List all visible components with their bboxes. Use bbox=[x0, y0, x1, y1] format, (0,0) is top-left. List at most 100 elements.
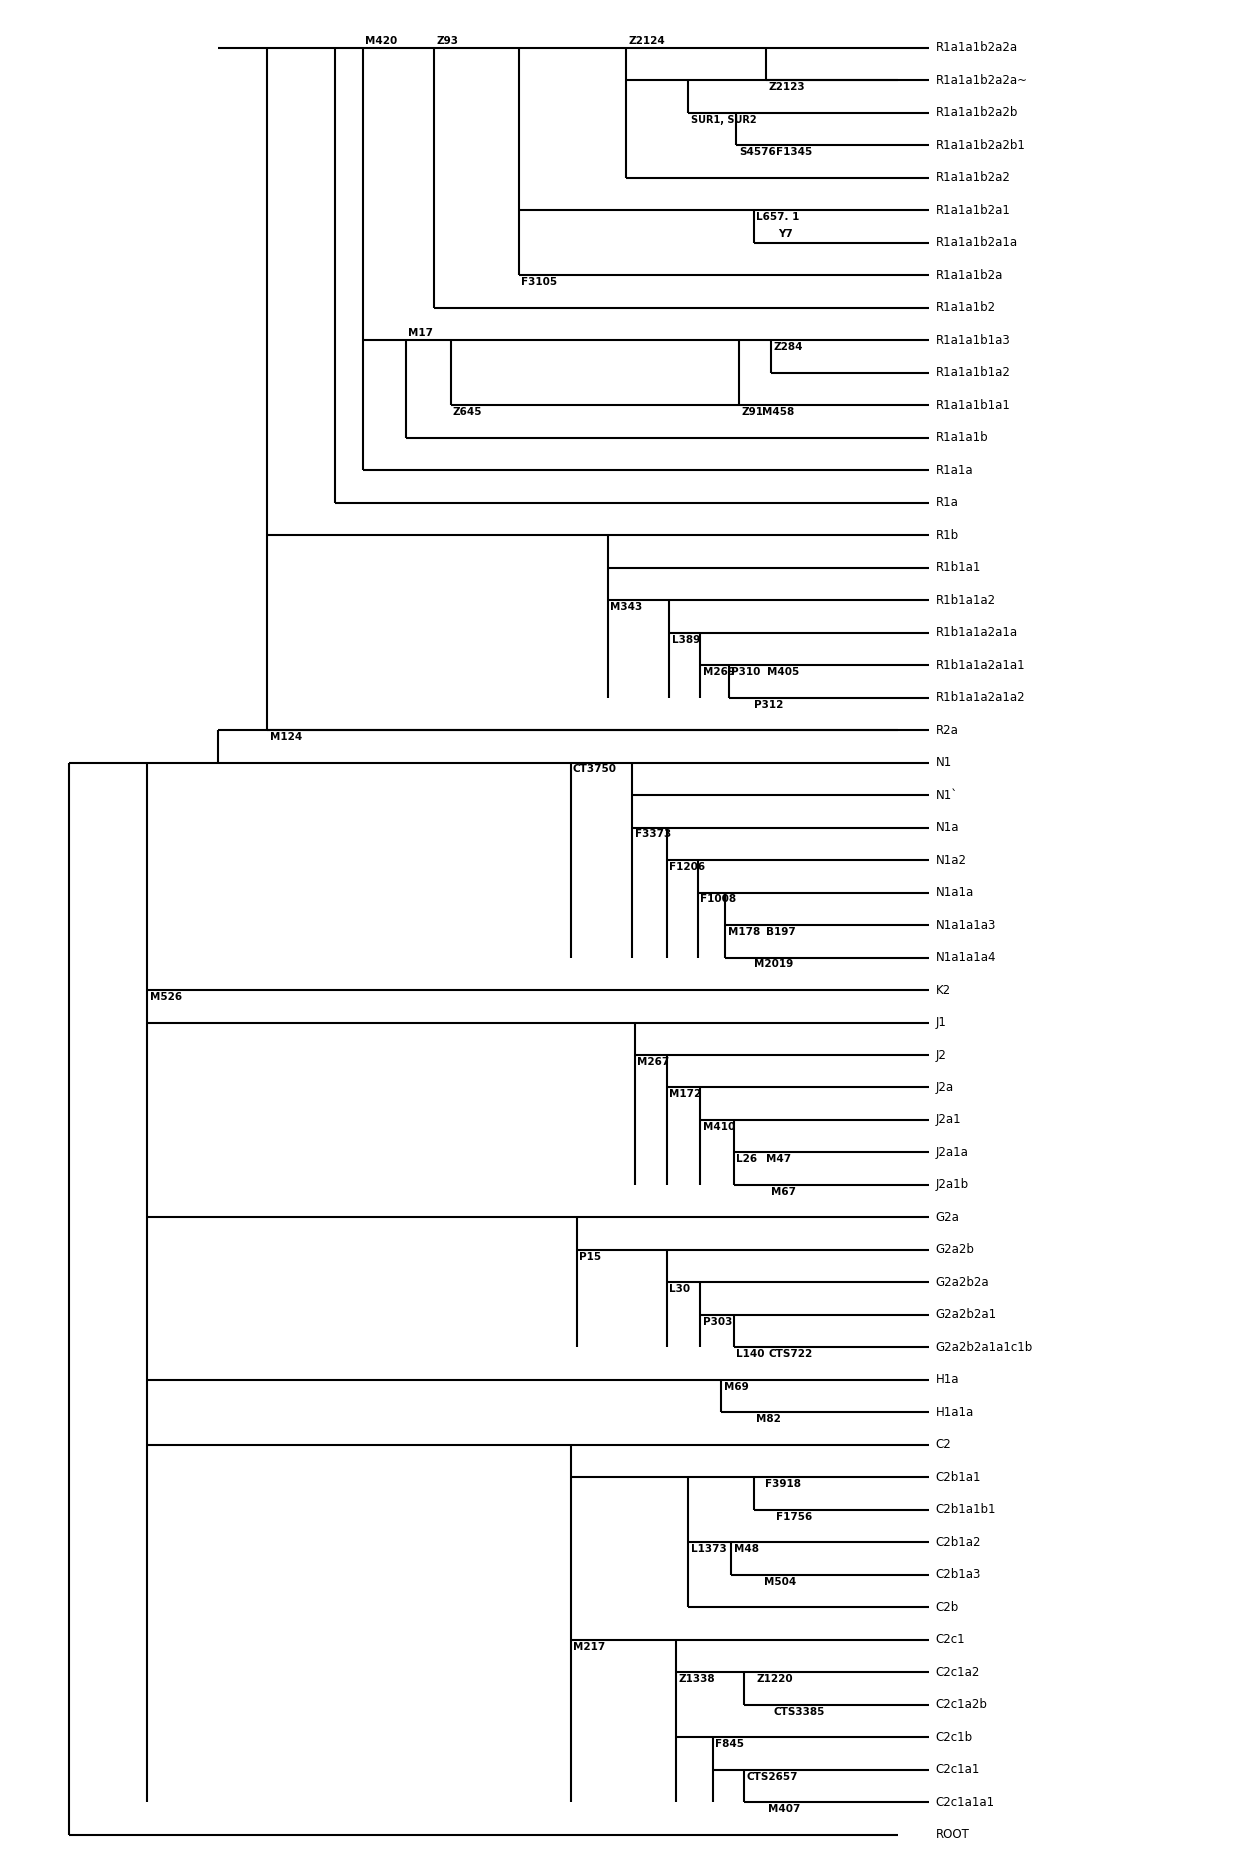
Text: G2a2b2a1a1c1b: G2a2b2a1a1c1b bbox=[935, 1340, 1033, 1353]
Text: L1373: L1373 bbox=[691, 1543, 727, 1555]
Text: J2a1: J2a1 bbox=[935, 1113, 961, 1126]
Text: Z93: Z93 bbox=[436, 35, 459, 47]
Text: C2b1a1b1: C2b1a1b1 bbox=[935, 1504, 996, 1515]
Text: R1b1a1a2: R1b1a1a2 bbox=[935, 595, 996, 606]
Text: M69: M69 bbox=[724, 1381, 749, 1392]
Text: R1a1a1b2: R1a1a1b2 bbox=[935, 302, 996, 315]
Text: M48: M48 bbox=[734, 1543, 759, 1555]
Text: M405: M405 bbox=[768, 667, 800, 677]
Text: CT3750: CT3750 bbox=[573, 764, 618, 774]
Text: J1: J1 bbox=[935, 1016, 946, 1029]
Text: F845: F845 bbox=[715, 1739, 744, 1748]
Text: M269: M269 bbox=[703, 667, 735, 677]
Text: N1: N1 bbox=[935, 757, 952, 770]
Text: S4576: S4576 bbox=[739, 147, 775, 157]
Text: R1a1a: R1a1a bbox=[935, 464, 973, 477]
Text: R1b1a1: R1b1a1 bbox=[935, 561, 981, 574]
Text: M82: M82 bbox=[756, 1415, 781, 1424]
Text: C2c1a2: C2c1a2 bbox=[935, 1666, 980, 1679]
Text: M407: M407 bbox=[769, 1804, 801, 1814]
Text: Z645: Z645 bbox=[453, 406, 482, 418]
Text: C2b: C2b bbox=[935, 1601, 959, 1614]
Text: N1a2: N1a2 bbox=[935, 854, 966, 867]
Text: R1a1a1b2a2b: R1a1a1b2a2b bbox=[935, 106, 1018, 119]
Text: CTS2657: CTS2657 bbox=[746, 1771, 797, 1782]
Text: M67: M67 bbox=[771, 1187, 796, 1197]
Text: N1a: N1a bbox=[935, 822, 959, 833]
Text: F1206: F1206 bbox=[670, 861, 706, 872]
Text: M47: M47 bbox=[766, 1154, 791, 1165]
Text: J2a: J2a bbox=[935, 1081, 954, 1094]
Text: H1a: H1a bbox=[935, 1374, 959, 1387]
Text: Z1338: Z1338 bbox=[678, 1674, 714, 1683]
Text: G2a: G2a bbox=[935, 1212, 960, 1225]
Text: C2c1a1: C2c1a1 bbox=[935, 1763, 980, 1776]
Text: ROOT: ROOT bbox=[935, 1829, 970, 1842]
Text: J2: J2 bbox=[935, 1049, 946, 1061]
Text: SUR1, SUR2: SUR1, SUR2 bbox=[691, 116, 756, 125]
Text: Y7: Y7 bbox=[779, 229, 794, 239]
Text: R1b1a1a2a1a: R1b1a1a2a1a bbox=[935, 626, 1018, 639]
Text: Z91: Z91 bbox=[742, 406, 764, 418]
Text: F3918: F3918 bbox=[765, 1480, 801, 1489]
Text: CTS722: CTS722 bbox=[769, 1350, 812, 1359]
Text: M2019: M2019 bbox=[754, 960, 792, 969]
Text: M410: M410 bbox=[703, 1122, 735, 1131]
Text: B197: B197 bbox=[766, 926, 796, 938]
Text: R1a1a1b2a2b1: R1a1a1b2a2b1 bbox=[935, 140, 1025, 151]
Text: C2b1a3: C2b1a3 bbox=[935, 1568, 981, 1581]
Text: CTS3385: CTS3385 bbox=[774, 1707, 825, 1717]
Text: P312: P312 bbox=[754, 699, 782, 710]
Text: J2a1b: J2a1b bbox=[935, 1178, 968, 1191]
Text: R1b1a1a2a1a1: R1b1a1a2a1a1 bbox=[935, 658, 1025, 671]
Text: R1a1a1b2a: R1a1a1b2a bbox=[935, 268, 1003, 281]
Text: J2a1a: J2a1a bbox=[935, 1146, 968, 1159]
Text: L657. 1: L657. 1 bbox=[756, 212, 800, 222]
Text: R1b: R1b bbox=[935, 529, 959, 542]
Text: F1756: F1756 bbox=[776, 1512, 812, 1521]
Text: M504: M504 bbox=[764, 1577, 796, 1586]
Text: C2c1a2b: C2c1a2b bbox=[935, 1698, 987, 1711]
Text: R1a1a1b1a2: R1a1a1b1a2 bbox=[935, 367, 1011, 378]
Text: F3373: F3373 bbox=[635, 829, 671, 839]
Text: M172: M172 bbox=[670, 1089, 702, 1100]
Text: L389: L389 bbox=[672, 634, 701, 645]
Text: M17: M17 bbox=[408, 328, 434, 339]
Text: L140: L140 bbox=[737, 1350, 765, 1359]
Text: P310: P310 bbox=[732, 667, 760, 677]
Text: Z2123: Z2123 bbox=[769, 82, 805, 91]
Text: C2c1: C2c1 bbox=[935, 1633, 965, 1646]
Text: M124: M124 bbox=[270, 733, 303, 742]
Text: C2c1a1a1: C2c1a1a1 bbox=[935, 1795, 994, 1808]
Text: R1a1a1b: R1a1a1b bbox=[935, 431, 988, 444]
Text: G2a2b2a: G2a2b2a bbox=[935, 1277, 990, 1288]
Text: R1a1a1b1a1: R1a1a1b1a1 bbox=[935, 399, 1011, 412]
Text: K2: K2 bbox=[935, 984, 951, 997]
Text: M267: M267 bbox=[637, 1057, 670, 1066]
Text: R1a1a1b2a1a: R1a1a1b2a1a bbox=[935, 237, 1018, 250]
Text: Z2124: Z2124 bbox=[629, 35, 666, 47]
Text: F1345: F1345 bbox=[776, 147, 812, 157]
Text: Z284: Z284 bbox=[774, 343, 804, 352]
Text: N1a1a: N1a1a bbox=[935, 885, 973, 898]
Text: F1008: F1008 bbox=[701, 895, 737, 904]
Text: R1a1a1b1a3: R1a1a1b1a3 bbox=[935, 334, 1011, 347]
Text: R1a: R1a bbox=[935, 496, 959, 509]
Text: Z1220: Z1220 bbox=[756, 1674, 792, 1683]
Text: N1`: N1` bbox=[935, 788, 957, 802]
Text: M178: M178 bbox=[728, 926, 760, 938]
Text: M526: M526 bbox=[150, 992, 182, 1001]
Text: N1a1a1a4: N1a1a1a4 bbox=[935, 951, 996, 964]
Text: M217: M217 bbox=[573, 1642, 605, 1652]
Text: C2b1a1: C2b1a1 bbox=[935, 1471, 981, 1484]
Text: R1b1a1a2a1a2: R1b1a1a2a1a2 bbox=[935, 692, 1025, 705]
Text: H1a1a: H1a1a bbox=[935, 1405, 973, 1419]
Text: M420: M420 bbox=[365, 35, 397, 47]
Text: C2b1a2: C2b1a2 bbox=[935, 1536, 981, 1549]
Text: L30: L30 bbox=[670, 1284, 691, 1294]
Text: M458: M458 bbox=[763, 406, 795, 418]
Text: F3105: F3105 bbox=[521, 278, 557, 287]
Text: R1a1a1b2a2a: R1a1a1b2a2a bbox=[935, 41, 1018, 54]
Text: P15: P15 bbox=[579, 1253, 601, 1262]
Text: N1a1a1a3: N1a1a1a3 bbox=[935, 919, 996, 932]
